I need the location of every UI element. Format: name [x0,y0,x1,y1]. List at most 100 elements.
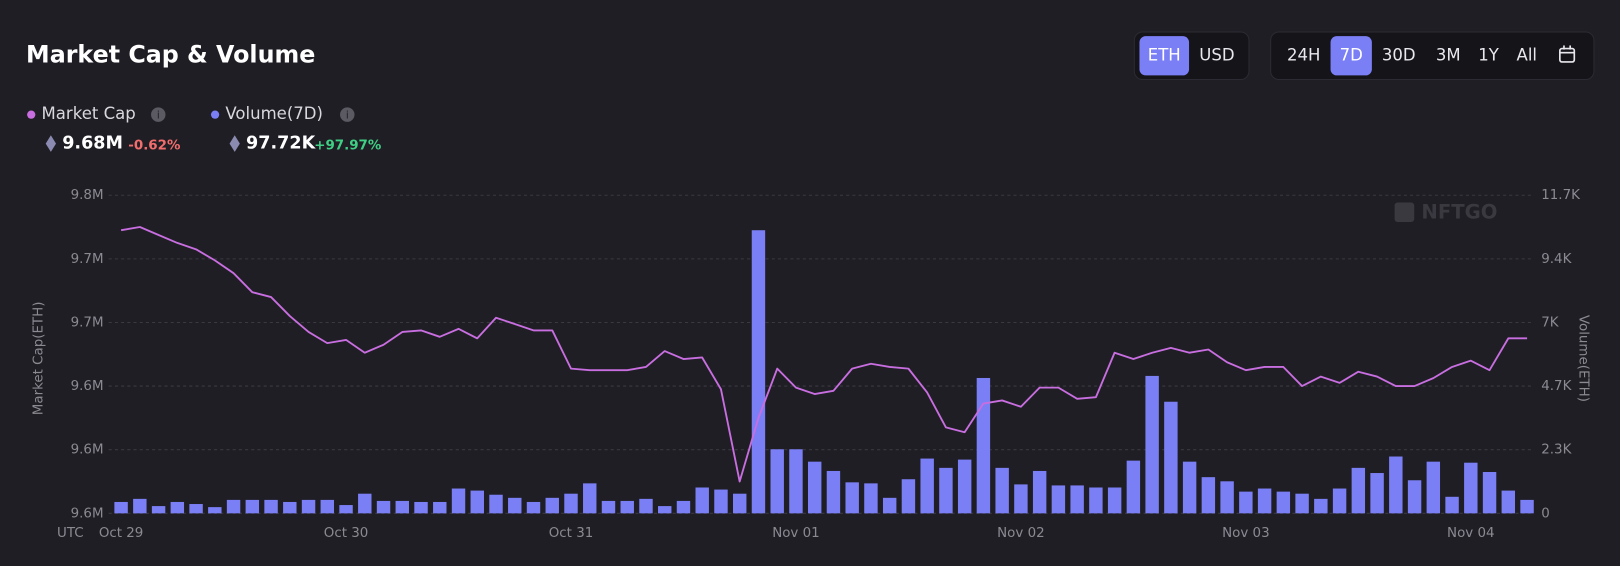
volume-bar [320,499,335,514]
volume-bar [170,501,185,514]
volume-bar [151,506,166,514]
volume-bar [1464,462,1478,514]
title: Market Cap & Volume [26,40,315,68]
calendar-button[interactable] [1559,45,1576,63]
volume-bar [1107,487,1122,514]
volume-bar [508,497,522,514]
range-button-active [1330,36,1372,76]
watermark-text: NFTGO [1421,200,1497,223]
info-icon[interactable]: i [151,107,166,122]
volume-bar [433,501,447,514]
info-icon[interactable]: i [340,107,355,122]
volume-bar [826,470,841,514]
range-button[interactable]: 7D [1340,45,1363,64]
volume-bar [920,458,934,514]
y2-tick-label: 11.7K [1541,188,1581,203]
volume-bar [751,230,766,514]
y-tick-label: 9.6M [71,443,104,458]
volume-bar [1445,496,1459,514]
volume-bar [639,498,653,514]
volume-bar [714,489,728,514]
volume-bar [339,505,353,514]
range-button[interactable]: 30D [1382,45,1416,64]
volume-bar [1220,481,1234,514]
volume-bar [1482,471,1497,514]
legend-label[interactable]: Market Cap [42,104,136,123]
volume-bar [1070,485,1084,514]
volume-bar [376,500,391,514]
volume-bar [395,500,409,514]
volume-value: 97.72K [246,134,317,154]
volume-bar [1239,491,1253,514]
y-tick-label: 9.8M [71,188,104,203]
volume-bar [133,498,147,514]
svg-text:i: i [157,110,160,122]
volume-bar [957,459,972,514]
volume-bar [451,488,466,514]
y-axis-title: Market Cap(ETH) [31,302,46,416]
y2-tick-label: 2.3K [1541,443,1572,458]
volume-bar [226,499,241,514]
y-tick-label: 9.7M [71,315,104,330]
volume-bar [489,494,503,514]
volume-bar [995,467,1009,514]
volume-bar [1389,456,1403,514]
x-tick-label: Oct 30 [324,526,369,541]
volume-bar [864,483,878,514]
market-cap-line [120,226,1528,483]
volume-bar [1351,467,1366,514]
volume-bar [733,493,747,514]
volume-bar [901,479,916,514]
range-button[interactable]: 24H [1287,45,1320,64]
range-button[interactable]: 3M [1436,45,1461,64]
volume-bar [976,377,991,514]
volume-bar [208,507,222,514]
currency-button[interactable]: ETH [1148,45,1181,64]
volume-bar [526,501,541,514]
volume-bar [1164,401,1178,514]
y-tick-label: 9.7M [71,252,104,267]
x-tick-label: Oct 31 [549,526,594,541]
x-tick-label: Nov 02 [997,526,1044,541]
y2-tick-label: 7K [1541,315,1560,330]
legend-label[interactable]: Volume(7D) [225,104,323,123]
volume-bar [695,487,709,514]
volume-bar [1295,493,1309,514]
volume-bar [807,461,822,514]
volume-change: +97.97% [314,139,381,154]
y2-axis-title: Volume(ETH) [1576,315,1591,402]
volume-bar [1182,461,1197,514]
volume-bar [1126,460,1141,514]
market-cap-value: 9.68M [62,134,123,154]
currency-button-active [1139,36,1190,76]
volume-bar [470,490,484,514]
volume-bar [1520,499,1534,514]
range-button[interactable]: All [1517,45,1537,64]
market-cap-change: -0.62% [128,139,180,154]
range-button[interactable]: 1Y [1478,45,1500,64]
x-tick-label: Nov 01 [772,526,820,541]
timezone-label: UTC [57,526,84,541]
volume-bar [264,499,278,514]
y2-tick-label: 0 [1541,506,1550,521]
volume-bar [1332,488,1347,514]
volume-bar [1089,487,1103,514]
volume-bar [189,504,203,514]
currency-button[interactable]: USD [1199,45,1234,64]
volume-bar [882,497,897,514]
volume-bar [789,449,803,514]
volume-bar [939,467,953,514]
volume-bar [1407,480,1422,514]
volume-bar [1501,490,1516,514]
volume-bar [1276,491,1291,514]
volume-bar [283,501,297,514]
volume-bar [845,482,859,514]
volume-bar [1314,498,1328,514]
volume-bar [245,499,260,514]
volume-bar [358,493,372,514]
volume-bar [770,449,784,514]
volume-bar [676,500,691,514]
volume-bar [114,501,128,514]
volume-bar [564,493,578,514]
